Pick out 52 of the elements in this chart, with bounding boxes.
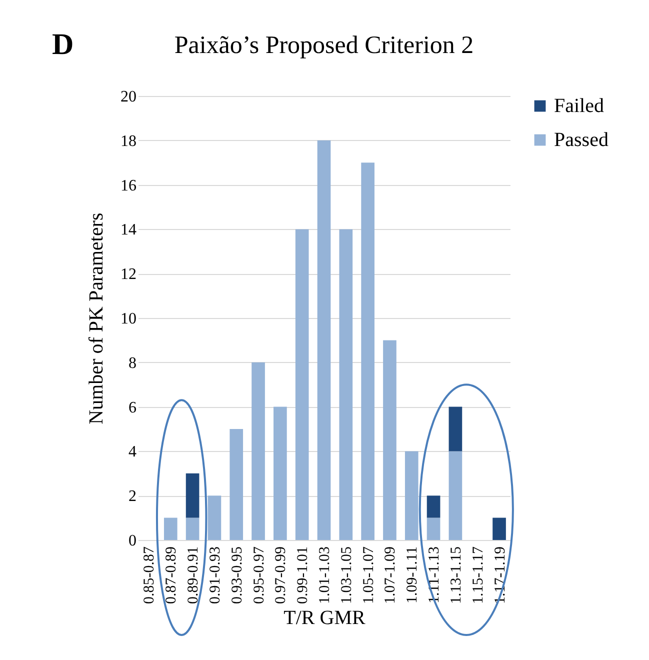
y-tick-label: 12 xyxy=(120,266,136,284)
bar xyxy=(186,518,200,540)
x-tick-label: 1.11-1.13 xyxy=(426,546,443,604)
y-tick-label: 2 xyxy=(128,488,136,506)
bar xyxy=(252,362,265,540)
y-tick-label: 18 xyxy=(120,132,136,150)
x-tick-label: 1.07-1.09 xyxy=(382,546,399,604)
bar xyxy=(317,140,331,540)
x-tick-label: 0.97-0.99 xyxy=(273,546,290,604)
x-tick-label: 0.99-1.01 xyxy=(295,546,312,604)
x-tick-label: 1.09-1.11 xyxy=(404,546,421,604)
chart-title: Paixão’s Proposed Criterion 2 xyxy=(174,32,474,59)
text: D xyxy=(52,28,74,62)
x-tick-label: 0.95-0.97 xyxy=(251,546,268,604)
x-tick-label: 1.13-1.15 xyxy=(448,546,464,604)
x-tick-label: 1.05-1.07 xyxy=(360,546,377,604)
x-tick-label: 0.89-0.91 xyxy=(186,546,202,604)
x-tick-label: 0.85-0.87 xyxy=(142,546,158,604)
x-tick-label: 0.87-0.89 xyxy=(164,546,180,604)
y-tick-label: 10 xyxy=(120,310,136,328)
bar xyxy=(492,518,506,540)
x-tick-label: 0.91-0.93 xyxy=(207,546,224,604)
bar xyxy=(426,496,440,518)
y-tick-label: 20 xyxy=(120,88,136,106)
bar xyxy=(448,451,462,540)
bar xyxy=(164,518,178,540)
x-tick-label: 0.93-0.95 xyxy=(229,546,246,604)
bar xyxy=(383,340,396,540)
y-tick-label: 6 xyxy=(128,399,136,416)
bar xyxy=(339,229,353,540)
x-axis-title: T/R GMR xyxy=(284,606,366,629)
x-tick-label: 1.15-1.17 xyxy=(470,546,486,604)
bar xyxy=(208,496,222,540)
y-axis-title: Number of PK Parameters xyxy=(86,212,108,424)
y-tick-label: 4 xyxy=(128,444,136,461)
bar xyxy=(404,451,418,540)
bar xyxy=(361,162,374,540)
bar xyxy=(230,429,244,540)
bar xyxy=(448,406,462,452)
y-tick-label: 14 xyxy=(120,222,136,239)
bar xyxy=(295,229,309,540)
y-tick-label: 0 xyxy=(128,532,136,550)
x-tick-label: 1.17-1.19 xyxy=(492,546,508,604)
legend-label: Failed xyxy=(554,95,604,117)
legend-label: Passed xyxy=(554,129,608,151)
y-tick-label: 8 xyxy=(128,354,136,372)
y-tick-label: 16 xyxy=(120,177,136,194)
x-tick-label: 1.03-1.05 xyxy=(338,546,355,604)
x-tick-label: 1.01-1.03 xyxy=(317,546,333,604)
bar xyxy=(426,518,440,540)
bar xyxy=(186,473,200,518)
bar xyxy=(274,406,287,540)
